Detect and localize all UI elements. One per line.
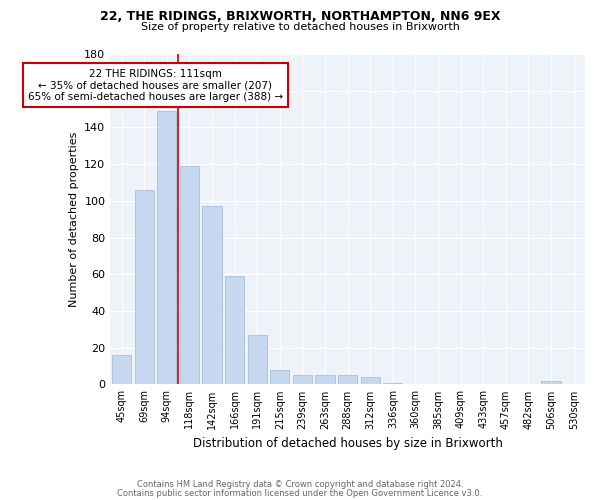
Bar [134,190,154,384]
Bar [361,377,380,384]
Text: 22 THE RIDINGS: 111sqm
← 35% of detached houses are smaller (207)
65% of semi-de: 22 THE RIDINGS: 111sqm ← 35% of detached… [28,68,283,102]
X-axis label: Distribution of detached houses by size in Brixworth: Distribution of detached houses by size … [193,437,503,450]
Bar [202,206,221,384]
Bar [316,376,335,384]
Bar [248,335,267,384]
Bar [293,376,312,384]
Bar [157,111,176,384]
Bar [180,166,199,384]
Bar [541,381,560,384]
Text: Contains public sector information licensed under the Open Government Licence v3: Contains public sector information licen… [118,488,482,498]
Bar [112,355,131,384]
Bar [270,370,289,384]
Text: Contains HM Land Registry data © Crown copyright and database right 2024.: Contains HM Land Registry data © Crown c… [137,480,463,489]
Bar [338,376,357,384]
Text: Size of property relative to detached houses in Brixworth: Size of property relative to detached ho… [140,22,460,32]
Text: 22, THE RIDINGS, BRIXWORTH, NORTHAMPTON, NN6 9EX: 22, THE RIDINGS, BRIXWORTH, NORTHAMPTON,… [100,10,500,23]
Y-axis label: Number of detached properties: Number of detached properties [69,132,79,307]
Bar [225,276,244,384]
Bar [383,382,403,384]
